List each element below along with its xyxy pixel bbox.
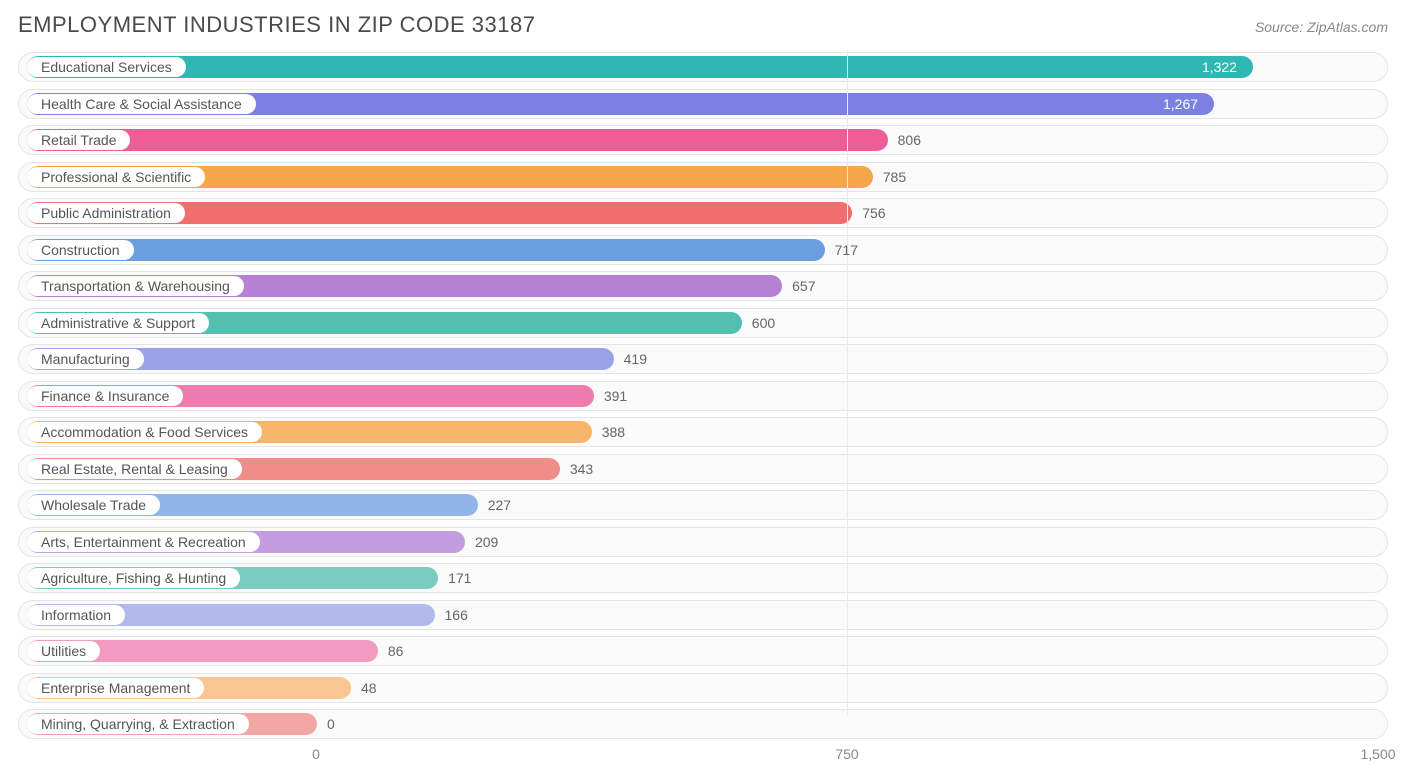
bar-value: 419 — [624, 345, 647, 373]
bar-row: Transportation & Warehousing 657 — [18, 271, 1388, 301]
bar-value: 657 — [792, 272, 815, 300]
bar-label: Public Administration — [27, 203, 185, 223]
bar-row: Real Estate, Rental & Leasing 343 — [18, 454, 1388, 484]
bar-value: 227 — [488, 491, 511, 519]
bar-label: Wholesale Trade — [27, 495, 160, 515]
bar-row: Administrative & Support 600 — [18, 308, 1388, 338]
bar-fill — [27, 56, 1253, 78]
source-value: ZipAtlas.com — [1307, 19, 1388, 35]
bar-label: Finance & Insurance — [27, 386, 183, 406]
bar-value: 166 — [445, 601, 468, 629]
bar-row: Agriculture, Fishing & Hunting 171 — [18, 563, 1388, 593]
bar-label: Professional & Scientific — [27, 167, 205, 187]
bar-value: 0 — [327, 710, 335, 738]
bar-value: 785 — [883, 163, 906, 191]
chart-title: EMPLOYMENT INDUSTRIES IN ZIP CODE 33187 — [18, 12, 536, 38]
bar-value: 209 — [475, 528, 498, 556]
bar-label: Arts, Entertainment & Recreation — [27, 532, 260, 552]
bar-row: Health Care & Social Assistance 1,267 — [18, 89, 1388, 119]
bar-value: 1,267 — [1163, 90, 1198, 118]
bar-value: 171 — [448, 564, 471, 592]
bar-label: Enterprise Management — [27, 678, 204, 698]
bar-row: Mining, Quarrying, & Extraction 0 — [18, 709, 1388, 739]
bar-label: Construction — [27, 240, 134, 260]
bar-value: 717 — [835, 236, 858, 264]
bar-label: Health Care & Social Assistance — [27, 94, 256, 114]
bar-row: Enterprise Management 48 — [18, 673, 1388, 703]
bar-row: Wholesale Trade 227 — [18, 490, 1388, 520]
x-axis: 07501,500 — [18, 746, 1388, 772]
x-tick: 1,500 — [1360, 746, 1395, 762]
bar-fill — [27, 239, 825, 261]
bar-row: Construction 717 — [18, 235, 1388, 265]
bar-row: Accommodation & Food Services 388 — [18, 417, 1388, 447]
bar-fill — [27, 129, 888, 151]
bar-value: 391 — [604, 382, 627, 410]
bar-label: Retail Trade — [27, 130, 130, 150]
bar-label: Educational Services — [27, 57, 186, 77]
bar-label: Information — [27, 605, 125, 625]
bar-row: Retail Trade 806 — [18, 125, 1388, 155]
bar-value: 756 — [862, 199, 885, 227]
chart-header: EMPLOYMENT INDUSTRIES IN ZIP CODE 33187 … — [18, 12, 1388, 38]
bar-value: 388 — [602, 418, 625, 446]
bar-label: Transportation & Warehousing — [27, 276, 244, 296]
chart-area: Educational Services 1,322 Health Care & S… — [18, 52, 1388, 772]
bar-value: 343 — [570, 455, 593, 483]
bar-row: Information 166 — [18, 600, 1388, 630]
bar-value: 600 — [752, 309, 775, 337]
bar-container: Educational Services 1,322 Health Care & S… — [18, 52, 1388, 739]
chart-source: Source: ZipAtlas.com — [1255, 19, 1388, 35]
bar-label: Agriculture, Fishing & Hunting — [27, 568, 240, 588]
bar-row: Arts, Entertainment & Recreation 209 — [18, 527, 1388, 557]
bar-row: Finance & Insurance 391 — [18, 381, 1388, 411]
bar-label: Real Estate, Rental & Leasing — [27, 459, 242, 479]
source-label: Source: — [1255, 19, 1303, 35]
x-tick: 750 — [835, 746, 858, 762]
bar-value: 806 — [898, 126, 921, 154]
bar-value: 48 — [361, 674, 377, 702]
bar-value: 1,322 — [1202, 53, 1237, 81]
bar-label: Utilities — [27, 641, 100, 661]
bar-row: Educational Services 1,322 — [18, 52, 1388, 82]
x-tick: 0 — [312, 746, 320, 762]
bar-row: Utilities 86 — [18, 636, 1388, 666]
bar-label: Manufacturing — [27, 349, 144, 369]
bar-row: Manufacturing 419 — [18, 344, 1388, 374]
bar-row: Public Administration 756 — [18, 198, 1388, 228]
bar-value: 86 — [388, 637, 404, 665]
bar-label: Mining, Quarrying, & Extraction — [27, 714, 249, 734]
bar-row: Professional & Scientific 785 — [18, 162, 1388, 192]
bar-label: Administrative & Support — [27, 313, 209, 333]
bar-label: Accommodation & Food Services — [27, 422, 262, 442]
